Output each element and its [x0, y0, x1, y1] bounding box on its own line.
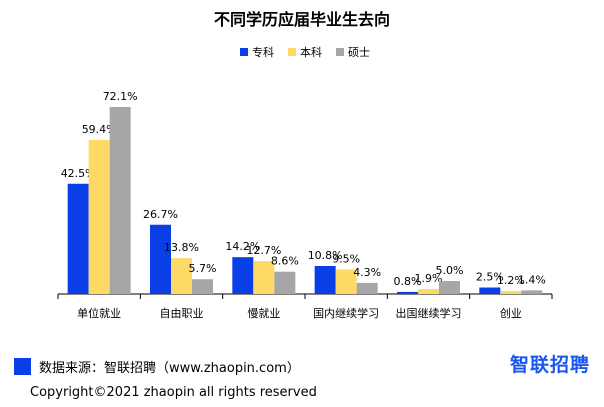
x-tick-label: 出国继续学习 — [396, 306, 462, 320]
data-label: 0.8% — [394, 275, 422, 288]
footer-square-icon — [14, 357, 31, 375]
data-label: 2.5% — [476, 271, 504, 284]
bar — [356, 282, 378, 294]
bar — [500, 290, 522, 294]
bar — [397, 291, 418, 294]
legend-swatch — [288, 48, 296, 56]
data-label: 1.2% — [497, 274, 525, 287]
data-label: 8.6% — [271, 255, 299, 268]
x-tick-label: 国内继续学习 — [313, 306, 379, 320]
data-label: 9.5% — [332, 252, 360, 265]
data-label: 1.9% — [415, 272, 443, 285]
legend-swatch — [336, 48, 344, 56]
footer-source: 数据来源：智联招聘（www.zhaopin.com） — [14, 356, 300, 376]
legend: 专科 本科 硕士 — [240, 45, 384, 59]
zhaopin-logo: 智联招聘 — [509, 354, 590, 376]
x-tick-label: 创业 — [500, 307, 522, 320]
bar-chart: 42.5% 59.4% 72.1% 单位就业 26.7% 13.8% 5.7% 自由职业 14.… — [57, 90, 553, 320]
data-label: 26.7% — [143, 208, 178, 221]
chart-title: 不同学历应届毕业生去向 — [213, 10, 390, 29]
bar — [192, 279, 213, 294]
legend-swatch — [240, 48, 248, 56]
x-tick-label: 慢就业 — [247, 306, 280, 320]
legend-item: 本科 — [288, 44, 322, 60]
data-label: 59.4% — [82, 123, 117, 136]
copyright-text: Copyright©2021 zhaopin all rights reserv… — [30, 385, 317, 400]
data-label: 12.7% — [246, 244, 281, 257]
data-label: 42.5% — [61, 167, 96, 180]
source-text: 数据来源：智联招聘（www.zhaopin.com） — [39, 360, 300, 376]
bar — [150, 224, 171, 294]
bar — [521, 290, 543, 294]
bar — [439, 281, 460, 294]
bar — [171, 258, 192, 294]
legend-label: 硕士 — [348, 46, 370, 59]
data-label: 5.0% — [436, 264, 464, 277]
bar — [109, 107, 131, 294]
x-tick-label: 自由职业 — [160, 306, 204, 320]
x-tick-label: 单位就业 — [77, 306, 121, 320]
bar — [232, 257, 254, 294]
legend-item: 专科 — [240, 44, 274, 60]
data-label: 4.3% — [353, 266, 381, 279]
data-label: 14.2% — [225, 240, 260, 253]
bar — [479, 287, 501, 294]
legend-item: 硕士 — [336, 44, 370, 60]
legend-label: 专科 — [252, 46, 274, 59]
bar — [253, 261, 275, 294]
data-label: 72.1% — [103, 90, 138, 103]
bar — [67, 183, 89, 294]
legend-label: 本科 — [300, 46, 322, 59]
bar — [274, 271, 296, 294]
bar — [314, 265, 336, 294]
data-label: 1.4% — [518, 273, 546, 286]
bar — [88, 139, 110, 294]
bar — [335, 269, 357, 294]
data-label: 5.7% — [189, 262, 217, 275]
data-label: 13.8% — [164, 241, 199, 254]
data-label: 10.8% — [308, 249, 343, 262]
bar — [418, 289, 439, 294]
